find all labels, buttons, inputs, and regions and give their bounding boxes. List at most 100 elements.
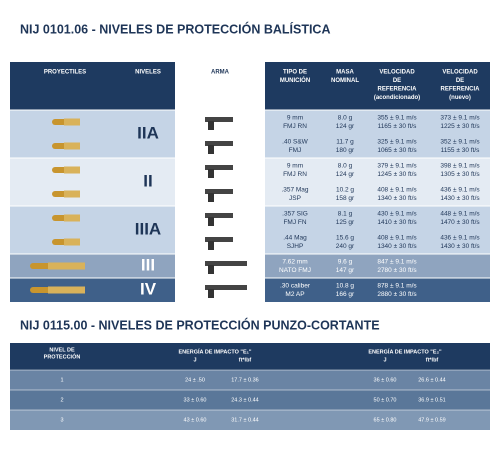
cell-text: 355 ± 9.1 m/s	[377, 115, 417, 122]
gun-icon	[205, 165, 233, 170]
cell-text: 124 gr	[336, 123, 355, 130]
stab-row	[10, 370, 490, 390]
gun-icon	[205, 237, 233, 242]
cell-text: 180 gr	[336, 147, 355, 154]
cell-text: 1410 ± 30 ft/s	[377, 219, 417, 226]
header-band	[10, 343, 490, 370]
cell-text: 125 gr	[336, 219, 355, 226]
cell-text: ENERGÍA DE IMPACTO "E₁"	[178, 347, 251, 355]
cell-text: VELOCIDAD	[379, 70, 415, 76]
gun-grip	[208, 217, 214, 226]
gun-grip	[208, 241, 214, 250]
cell-text: 847 ± 9.1 m/s	[377, 259, 417, 266]
cell-text: II	[143, 171, 152, 190]
cell-text: .40 S&W	[282, 139, 309, 146]
bullet-case	[48, 286, 85, 294]
cell-text: NIVEL DE	[49, 347, 75, 353]
data-band	[265, 158, 490, 206]
cell-text: 398 ± 9.1 m/s	[440, 163, 480, 170]
cell-text: .357 SIG	[282, 211, 308, 218]
cell-text: 36.9 ± 0.51	[418, 397, 445, 403]
cell-text: 352 ± 9.1 m/s	[440, 139, 480, 146]
cell-text: 1340 ± 30 ft/s	[377, 195, 417, 202]
cell-text: 878 ± 9.1 m/s	[377, 283, 417, 290]
cell-text: 1305 ± 30 ft/s	[440, 171, 480, 178]
cell-text: 1430 ± 30 ft/s	[440, 195, 480, 202]
data-band	[265, 206, 490, 254]
cell-text: 24 ± .50	[185, 377, 205, 383]
cell-text: (nuevo)	[449, 95, 471, 101]
cell-text: IV	[140, 279, 157, 298]
cell-text: 166 gr	[336, 291, 355, 298]
cell-text: 47.9 ± 0.59	[418, 417, 445, 423]
data-band	[265, 254, 490, 278]
cell-text: 2	[60, 397, 63, 403]
gun-grip	[208, 289, 214, 298]
cell-text: ENERGÍA DE IMPACTO "E₂"	[368, 347, 442, 355]
gun-icon	[205, 213, 233, 218]
cell-text: 325 ± 9.1 m/s	[377, 139, 417, 146]
gun-icon	[205, 117, 233, 122]
data-band	[265, 110, 490, 158]
cell-text: MUNICIÓN	[280, 76, 310, 84]
cell-text: 1065 ± 30 ft/s	[377, 147, 417, 154]
cell-text: 1225 ± 30 ft/s	[440, 123, 480, 130]
cell-text: 10.8 g	[336, 283, 354, 290]
cell-text: 50 ± 0.70	[374, 397, 397, 403]
cell-text: 2880 ± 30 ft/s	[377, 291, 417, 298]
cell-text: 436 ± 9.1 m/s	[440, 187, 480, 194]
gun-grip	[208, 121, 214, 130]
cell-text: 448 ± 9.1 m/s	[440, 211, 480, 218]
cell-text: M2 AP	[285, 291, 304, 298]
gun-icon	[205, 189, 233, 194]
cell-text: PROTECCIÓN	[44, 352, 81, 360]
cell-text: VELOCIDAD	[442, 70, 478, 76]
cell-text: 9 mm	[287, 115, 303, 122]
cell-text: 31.7 ± 0.44	[231, 417, 258, 423]
cell-text: 379 ± 9.1 m/s	[377, 163, 417, 170]
cell-text: DE	[393, 78, 401, 84]
gun-grip	[208, 193, 214, 202]
gun-icon	[205, 141, 233, 146]
cell-text: III	[141, 255, 155, 274]
cell-text: 1	[60, 377, 63, 383]
cell-text: .30 caliber	[280, 283, 311, 290]
cell-text: FMJ	[289, 147, 302, 154]
header-band	[10, 62, 175, 110]
cell-text: 158 gr	[336, 195, 355, 202]
cell-text: 240 gr	[336, 243, 355, 250]
cell-text: IIIA	[135, 219, 161, 238]
cell-text: 408 ± 9.1 m/s	[377, 235, 417, 242]
cell-text: DE	[456, 78, 464, 84]
cell-text: FMJ FN	[283, 219, 306, 226]
level-band	[10, 158, 175, 206]
bullet-case	[48, 262, 85, 270]
cell-text: ft*lbf	[426, 357, 439, 363]
cell-text: .357 Mag	[281, 187, 308, 194]
cell-text: 1245 ± 30 ft/s	[377, 171, 417, 178]
cell-text: 10.2 g	[336, 187, 354, 194]
cell-text: 1155 ± 30 ft/s	[441, 147, 481, 154]
cell-text: 8.1 g	[338, 211, 353, 218]
gun-grip	[208, 265, 214, 274]
cell-text: REFERENCIA	[440, 87, 480, 93]
cell-text: JSP	[289, 195, 301, 202]
data-band	[265, 278, 490, 302]
level-band	[10, 110, 175, 158]
cell-text: PROYECTILES	[44, 70, 86, 76]
bullet-case	[64, 166, 80, 174]
cell-text: FMJ RN	[283, 171, 307, 178]
cell-text: SJHP	[287, 243, 304, 250]
cell-text: ft*lbf	[239, 357, 252, 363]
cell-text: 436 ± 9.1 m/s	[440, 235, 480, 242]
cell-text: 1470 ± 30 ft/s	[440, 219, 480, 226]
cell-text: TIPO DE	[283, 70, 307, 76]
cell-text: 8.0 g	[338, 115, 353, 122]
cell-text: NIVELES	[135, 70, 161, 76]
stab-row	[10, 410, 490, 430]
cell-text: 147 gr	[336, 267, 355, 274]
cell-text: 3	[60, 417, 63, 423]
cell-text: IIA	[137, 123, 159, 142]
cell-text: 24.3 ± 0.44	[231, 397, 258, 403]
